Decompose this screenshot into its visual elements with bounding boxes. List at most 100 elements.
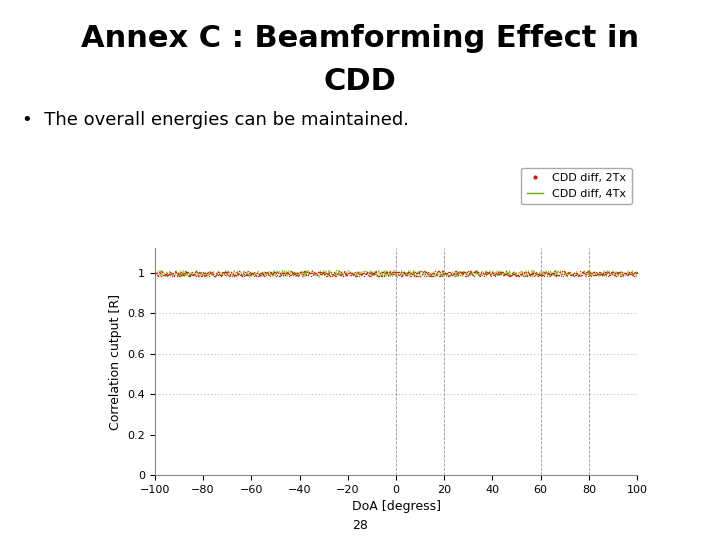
Point bbox=[558, 270, 570, 279]
Point bbox=[309, 268, 320, 277]
Point bbox=[323, 269, 335, 278]
Point bbox=[561, 271, 572, 280]
Point bbox=[402, 268, 413, 277]
Point bbox=[204, 268, 215, 277]
Point bbox=[387, 267, 399, 276]
Point bbox=[163, 269, 175, 278]
Point bbox=[628, 269, 639, 278]
Point bbox=[341, 271, 352, 280]
Point bbox=[244, 268, 256, 277]
Point bbox=[611, 272, 622, 280]
Point bbox=[568, 271, 580, 280]
Point bbox=[149, 270, 161, 279]
Point bbox=[338, 267, 349, 276]
Point bbox=[264, 267, 276, 276]
Point bbox=[503, 271, 515, 280]
Point bbox=[461, 270, 472, 279]
Point bbox=[581, 268, 593, 276]
Point bbox=[153, 268, 165, 276]
Point bbox=[510, 271, 521, 280]
Point bbox=[153, 272, 164, 280]
Point bbox=[555, 272, 567, 280]
Point bbox=[498, 269, 510, 278]
Point bbox=[269, 267, 280, 276]
Point bbox=[383, 271, 395, 280]
Point bbox=[329, 269, 341, 278]
Point bbox=[489, 272, 500, 280]
Point bbox=[343, 268, 354, 277]
Point bbox=[608, 271, 619, 280]
Point bbox=[510, 272, 522, 280]
Point bbox=[518, 268, 529, 276]
Point bbox=[157, 271, 168, 279]
Point bbox=[233, 267, 245, 276]
Point bbox=[335, 268, 346, 276]
Point bbox=[614, 271, 626, 280]
Point bbox=[162, 271, 174, 280]
Point bbox=[438, 269, 450, 278]
Point bbox=[238, 272, 250, 280]
Point bbox=[500, 269, 512, 278]
Point bbox=[235, 271, 247, 279]
Point bbox=[505, 271, 517, 280]
Point bbox=[456, 268, 468, 277]
Point bbox=[559, 268, 570, 276]
Point bbox=[192, 268, 203, 276]
Point bbox=[215, 271, 226, 279]
Legend: CDD diff, 2Tx, CDD diff, 4Tx: CDD diff, 2Tx, CDD diff, 4Tx bbox=[521, 168, 631, 205]
Point bbox=[258, 271, 270, 280]
Point bbox=[542, 269, 554, 278]
Point bbox=[410, 269, 421, 278]
Point bbox=[413, 268, 424, 276]
Point bbox=[317, 268, 328, 277]
Point bbox=[450, 267, 462, 276]
Point bbox=[199, 272, 211, 280]
Point bbox=[266, 270, 278, 279]
Point bbox=[465, 268, 477, 276]
Point bbox=[233, 267, 245, 276]
Point bbox=[519, 272, 531, 280]
Point bbox=[210, 269, 222, 278]
Point bbox=[330, 272, 342, 280]
Point bbox=[400, 269, 411, 278]
Point bbox=[434, 272, 446, 280]
Point bbox=[525, 270, 536, 279]
Point bbox=[431, 271, 443, 279]
Point bbox=[449, 272, 461, 280]
Point bbox=[465, 268, 477, 276]
Point bbox=[562, 269, 574, 278]
Point bbox=[384, 268, 395, 276]
Point bbox=[294, 267, 305, 276]
Point bbox=[242, 267, 253, 276]
Point bbox=[222, 271, 234, 279]
Point bbox=[165, 271, 176, 280]
Point bbox=[356, 270, 368, 279]
Point bbox=[372, 271, 384, 280]
Point bbox=[327, 271, 338, 280]
Point bbox=[297, 267, 308, 276]
Point bbox=[252, 268, 264, 277]
Point bbox=[364, 269, 375, 278]
Point bbox=[372, 272, 383, 280]
Point bbox=[494, 268, 505, 276]
Point bbox=[374, 272, 385, 280]
Point bbox=[336, 269, 348, 278]
Point bbox=[573, 270, 585, 279]
Point bbox=[188, 271, 199, 279]
Point bbox=[424, 269, 436, 278]
Point bbox=[431, 271, 442, 279]
Point bbox=[270, 269, 282, 278]
Point bbox=[601, 269, 613, 278]
Point bbox=[405, 269, 416, 278]
Point bbox=[582, 271, 594, 280]
Point bbox=[510, 271, 521, 280]
Point bbox=[469, 268, 480, 276]
Point bbox=[439, 268, 451, 277]
Point bbox=[351, 272, 363, 280]
Point bbox=[516, 269, 528, 278]
Point bbox=[598, 271, 610, 279]
Point bbox=[595, 269, 606, 278]
Point bbox=[575, 267, 586, 275]
Point bbox=[582, 267, 593, 276]
Point bbox=[402, 268, 413, 277]
